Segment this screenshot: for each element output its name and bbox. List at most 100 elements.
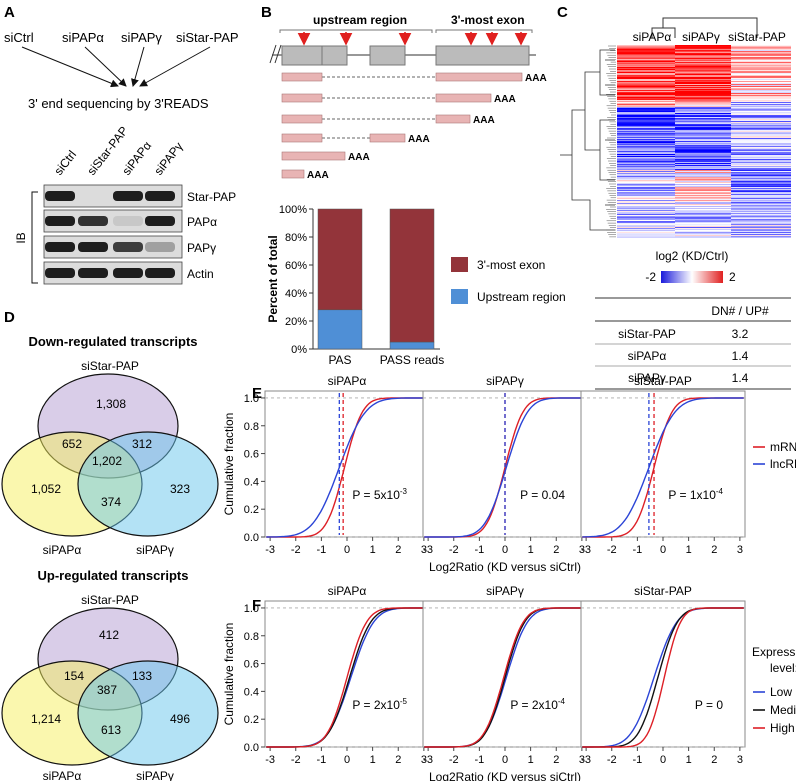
pas-bar-chart: 0% 20% 40% 60% 80% 100% Percent of total PAS PAS… [266,204,566,367]
heatmap-cell [617,58,675,60]
heatmap-cell [731,223,791,225]
heatmap-cell [731,186,791,188]
heatmap-cell [675,100,731,102]
heatmap-cell [675,66,731,68]
heatmap-cell [731,91,791,93]
heatmap-cell [675,235,731,237]
heatmap-cell [731,83,791,85]
heatmap-cell [617,158,675,160]
panel-f: F siPAPα -3 -2 -1 0 1 2 3 0.0 0.2 0.4 0.6 0.8 1.0 P = … [222,584,796,781]
heatmap-cell [675,50,731,52]
heatmap-cell [731,60,791,62]
heatmap-cell [731,237,791,238]
color-legend-min: -2 [645,270,656,284]
heatmap-cell [731,202,791,204]
blot-band [78,268,108,278]
heatmap-cell [675,126,731,128]
blot-band [45,191,75,201]
cdf-plot-title: siPAPα [328,374,367,388]
heatmap-cell [617,183,675,185]
heatmap-cell [675,73,731,75]
color-legend-title: log2 (KD/Ctrl) [656,249,729,263]
dendrogram-branch [599,49,615,96]
heatmap-cell [731,164,791,166]
heatmap-cell [731,219,791,221]
heatmap-cell [731,93,791,95]
heatmap-cell [617,92,675,94]
heatmap-cell [731,234,791,236]
cdf-p-value: P = 2x10-4 [510,697,565,712]
heatmap-cell [731,100,791,102]
table-row-name: siPAPα [628,349,667,363]
heatmap-cell [617,81,675,83]
heatmap-cell [617,113,675,115]
heatmap-cell [675,203,731,205]
heatmap-cell [731,160,791,162]
heatmap-cell [731,183,791,185]
heatmap-cell [675,214,731,216]
heatmap-cell [675,106,731,108]
heatmap-cell [675,197,731,199]
heatmap-cell [675,181,731,183]
heatmap-cell [731,181,791,183]
bar-segment [389,208,435,343]
heatmap-cell [617,153,675,155]
heatmap-cell [675,149,731,151]
heatmap-cell [731,78,791,80]
cdf-x-tick-label: -2 [449,544,459,556]
table-row-name: siStar-PAP [618,327,676,341]
heatmap-cell [617,83,675,85]
heatmap-cell [617,166,675,168]
heatmap-cell [617,207,675,209]
heatmap-cell [617,111,675,113]
heatmap-cell [617,146,675,148]
bar-category-label: PAS [328,353,351,367]
cdf-p-value: P = 0 [695,698,723,712]
heatmap-cell [731,45,791,47]
heatmap-col-sipapg: siPAPγ [682,30,720,44]
heatmap-cell [675,184,731,186]
heatmap-cell [617,125,675,127]
table-row-value: 1.4 [732,349,749,363]
heatmap-cell [731,121,791,123]
heatmap-cell [675,92,731,94]
heatmap-cell [617,121,675,123]
blot-band [113,216,143,226]
heatmap-cell [731,232,791,234]
heatmap-cell [675,207,731,209]
heatmap-cell [731,207,791,209]
venn-down-all: 1,202 [92,454,122,468]
heatmap-cell [731,77,791,79]
heatmap-cell [675,163,731,165]
cdf-x-tick-label: -3 [265,544,275,556]
heatmap-cell [617,192,675,194]
heatmap-cell [617,141,675,143]
cdf-x-tick-label: -2 [607,754,617,766]
heatmap-cell [731,133,791,135]
heatmap-cell [675,161,731,163]
heatmap-cell [675,101,731,103]
heatmap-cell [617,201,675,203]
heatmap-cell [617,208,675,210]
cdf-legend-label: Median [770,703,796,717]
heatmap-cell [617,211,675,213]
heatmap-cell [731,79,791,81]
heatmap-cell [731,204,791,206]
heatmap-cell [617,221,675,223]
heatmap-cell [731,175,791,177]
venn-up-left-label: siPAPα [43,769,82,781]
heatmap-cell [617,151,675,153]
heatmap-cell [675,112,731,114]
heatmap-cell [675,102,731,104]
heatmap-cell [675,219,731,221]
heatmap-cell [675,153,731,155]
heatmap-cell [617,152,675,154]
heatmap-cell [731,212,791,214]
heatmap-cell [617,172,675,174]
isoform-polya: AAA [473,115,495,126]
bar-segment [317,309,363,350]
heatmap-cell [617,82,675,84]
heatmap-cell [617,104,675,106]
heatmap-cell [731,132,791,134]
heatmap-cell [675,220,731,222]
